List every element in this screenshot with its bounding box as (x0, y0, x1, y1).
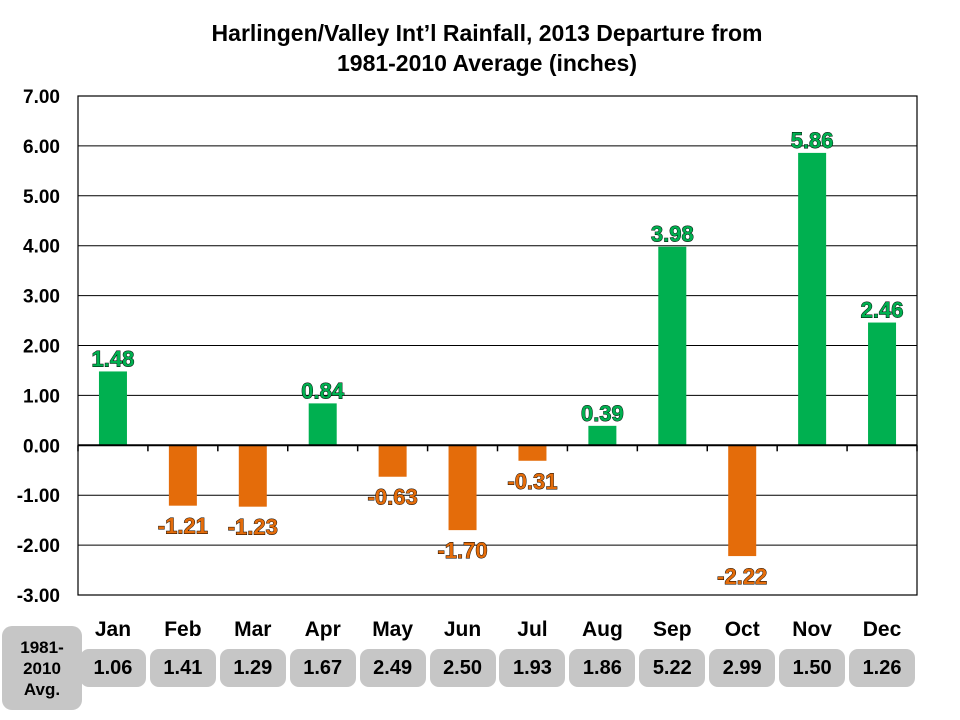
y-tick-label: 7.00 (23, 87, 60, 108)
y-tick-label: 3.00 (23, 287, 60, 308)
bar (448, 445, 477, 531)
x-tick-label: Mar (234, 618, 271, 641)
x-tick-label: Jul (517, 618, 547, 641)
y-tick-label: -3.00 (17, 586, 60, 607)
data-label: -1.70 (437, 538, 487, 563)
y-tick-label: -1.00 (17, 486, 60, 507)
chart-title-line2: 1981-2010 Average (inches) (336, 50, 638, 76)
y-tick-label: 4.00 (23, 237, 60, 258)
plot-border (77, 95, 918, 596)
y-tick-label: 2.00 (23, 337, 60, 358)
chart-title-line1: Harlingen/Valley Int’l Rainfall, 2013 De… (211, 20, 763, 46)
data-label: 5.86 (791, 128, 834, 153)
data-label: -1.21 (158, 514, 208, 539)
x-tick-label: Aug (582, 618, 623, 641)
data-label: -1.23 (228, 515, 278, 540)
y-tick-label: 1.00 (23, 386, 60, 407)
x-tick-label: Sep (653, 618, 692, 641)
y-tick-label: -2.00 (17, 536, 60, 557)
data-label: -2.22 (717, 564, 767, 589)
y-tick-label: 5.00 (23, 187, 60, 208)
bar (728, 445, 757, 557)
y-tick-label: 6.00 (23, 137, 60, 158)
data-label: 0.84 (301, 378, 345, 403)
x-tick-label: Oct (725, 618, 760, 641)
x-tick-label: Jun (444, 618, 481, 641)
y-tick-label: 0.00 (23, 436, 60, 457)
x-tick-label: Apr (305, 618, 341, 641)
data-label: -0.63 (368, 485, 418, 510)
x-tick-label: Jan (95, 618, 131, 641)
x-tick-label: Nov (792, 618, 832, 641)
x-tick-label: May (372, 618, 413, 641)
bar (588, 425, 617, 446)
x-tick-label: Dec (863, 618, 902, 641)
x-tick-label: Feb (164, 618, 201, 641)
bar (168, 445, 197, 506)
data-label: 2.46 (861, 298, 904, 323)
bar (658, 246, 687, 446)
data-label: 3.98 (651, 222, 694, 247)
bar (868, 322, 897, 446)
bar (518, 445, 547, 461)
data-label: 1.48 (92, 346, 135, 371)
bar (308, 403, 337, 446)
bar (378, 445, 407, 477)
bar (98, 371, 127, 446)
bar (798, 152, 827, 446)
chart-title: Harlingen/Valley Int’l Rainfall, 2013 De… (0, 18, 960, 78)
data-label: -0.31 (507, 469, 557, 494)
bar (238, 445, 267, 507)
data-label: 0.39 (581, 401, 624, 426)
